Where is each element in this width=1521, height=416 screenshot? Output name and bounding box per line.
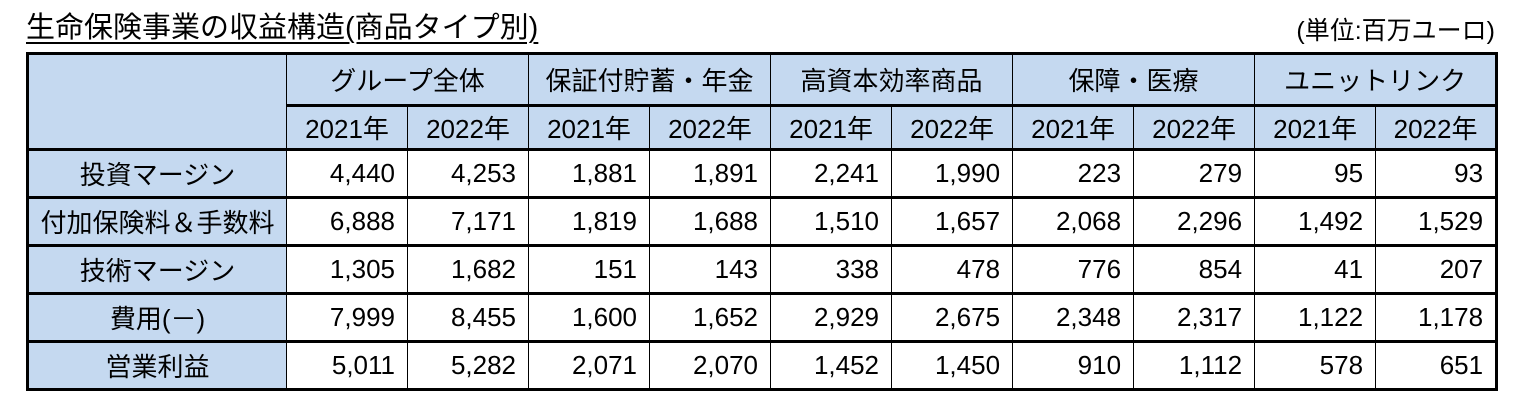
column-group-header-1: 保証付貯蓄・年金 <box>528 52 772 108</box>
row-label: 営業利益 <box>27 340 287 392</box>
unit-label: (単位:百万ユーロ) <box>1296 16 1495 45</box>
table-row-3: 費用(－) 7,999 8,455 1,600 1,652 2,929 2,675 2,348… <box>27 292 1498 344</box>
year-header-g4-2021年: 2021年 <box>1254 104 1377 152</box>
data-cell: 5,282 <box>406 340 530 392</box>
data-cell: 2,317 <box>1133 292 1256 344</box>
data-cell: 651 <box>1375 340 1498 392</box>
year-header-g0-2022年: 2022年 <box>406 104 530 152</box>
data-cell: 1,881 <box>528 148 651 200</box>
data-cell: 207 <box>1375 244 1498 296</box>
year-header-g1-2021年: 2021年 <box>528 104 651 152</box>
data-cell: 1,305 <box>286 244 408 296</box>
data-cell: 8,455 <box>406 292 530 344</box>
data-cell: 1,122 <box>1254 292 1377 344</box>
table-row-1: 付加保険料＆手数料 6,888 7,171 1,819 1,688 1,510 1,657 2… <box>27 196 1498 248</box>
data-cell: 2,296 <box>1133 196 1256 248</box>
data-cell: 2,070 <box>649 340 772 392</box>
data-cell: 1,652 <box>649 292 772 344</box>
data-cell: 776 <box>1012 244 1135 296</box>
data-cell: 578 <box>1254 340 1377 392</box>
year-header-g3-2022年: 2022年 <box>1133 104 1256 152</box>
data-cell: 2,241 <box>770 148 893 200</box>
row-label: 費用(－) <box>27 292 287 344</box>
data-cell: 151 <box>528 244 651 296</box>
data-cell: 223 <box>1012 148 1135 200</box>
data-cell: 143 <box>649 244 772 296</box>
column-group-header-2: 高資本効率商品 <box>770 52 1014 108</box>
data-cell: 1,990 <box>891 148 1014 200</box>
data-cell: 1,492 <box>1254 196 1377 248</box>
table-row-0: 投資マージン 4,440 4,253 1,881 1,891 2,241 1,990 223 2… <box>27 148 1498 200</box>
year-header-g2-2022年: 2022年 <box>891 104 1014 152</box>
data-cell: 1,819 <box>528 196 651 248</box>
data-cell: 2,348 <box>1012 292 1135 344</box>
data-cell: 478 <box>891 244 1014 296</box>
data-cell: 5,011 <box>286 340 408 392</box>
data-cell: 1,688 <box>649 196 772 248</box>
revenue-structure-table: グループ全体 保証付貯蓄・年金 高資本効率商品 保障・医療 ユニットリンク 2021年 2… <box>26 52 1499 392</box>
year-header-g0-2021年: 2021年 <box>286 104 408 152</box>
data-cell: 1,682 <box>406 244 530 296</box>
data-cell: 41 <box>1254 244 1377 296</box>
data-cell: 1,112 <box>1133 340 1256 392</box>
data-cell: 2,929 <box>770 292 893 344</box>
data-cell: 854 <box>1133 244 1256 296</box>
data-cell: 1,178 <box>1375 292 1498 344</box>
data-cell: 7,171 <box>406 196 530 248</box>
data-cell: 1,657 <box>891 196 1014 248</box>
year-header-row: 2021年 2022年 2021年 2022年 2021年 2022年 2021年 2022年… <box>28 104 1498 152</box>
year-header-g3-2021年: 2021年 <box>1012 104 1135 152</box>
data-cell: 1,529 <box>1375 196 1498 248</box>
corner-cell <box>27 52 287 152</box>
year-header-g4-2022年: 2022年 <box>1375 104 1498 152</box>
data-cell: 1,600 <box>528 292 651 344</box>
data-cell: 4,253 <box>406 148 530 200</box>
table-body: 投資マージン 4,440 4,253 1,881 1,891 2,241 1,990 223 2… <box>27 148 1498 392</box>
data-cell: 6,888 <box>286 196 408 248</box>
data-cell: 910 <box>1012 340 1135 392</box>
column-group-header-3: 保障・医療 <box>1012 52 1256 108</box>
data-cell: 7,999 <box>286 292 408 344</box>
data-cell: 93 <box>1375 148 1498 200</box>
data-cell: 1,452 <box>770 340 893 392</box>
data-cell: 1,891 <box>649 148 772 200</box>
data-cell: 2,071 <box>528 340 651 392</box>
page-title: 生命保険事業の収益構造(商品タイプ別) <box>26 12 539 44</box>
data-cell: 1,450 <box>891 340 1014 392</box>
table-caption-row: 生命保険事業の収益構造(商品タイプ別) (単位:百万ユーロ) <box>26 12 1495 45</box>
row-label: 技術マージン <box>27 244 287 296</box>
data-cell: 4,440 <box>286 148 408 200</box>
table-row-2: 技術マージン 1,305 1,682 151 143 338 478 776 854 41 207 <box>27 244 1498 296</box>
table-row-4: 営業利益 5,011 5,282 2,071 2,070 1,452 1,450 910 1,1… <box>27 340 1498 392</box>
year-header-g2-2021年: 2021年 <box>770 104 893 152</box>
group-header-row: グループ全体 保証付貯蓄・年金 高資本効率商品 保障・医療 ユニットリンク <box>27 52 1498 152</box>
data-cell: 1,510 <box>770 196 893 248</box>
data-cell: 338 <box>770 244 893 296</box>
row-label: 投資マージン <box>27 148 287 200</box>
year-header-g1-2022年: 2022年 <box>649 104 772 152</box>
data-cell: 2,675 <box>891 292 1014 344</box>
row-label: 付加保険料＆手数料 <box>27 196 287 248</box>
column-group-header-4: ユニットリンク <box>1254 52 1498 108</box>
data-cell: 95 <box>1254 148 1377 200</box>
column-group-header-0: グループ全体 <box>285 52 530 108</box>
data-cell: 279 <box>1133 148 1256 200</box>
data-cell: 2,068 <box>1012 196 1135 248</box>
